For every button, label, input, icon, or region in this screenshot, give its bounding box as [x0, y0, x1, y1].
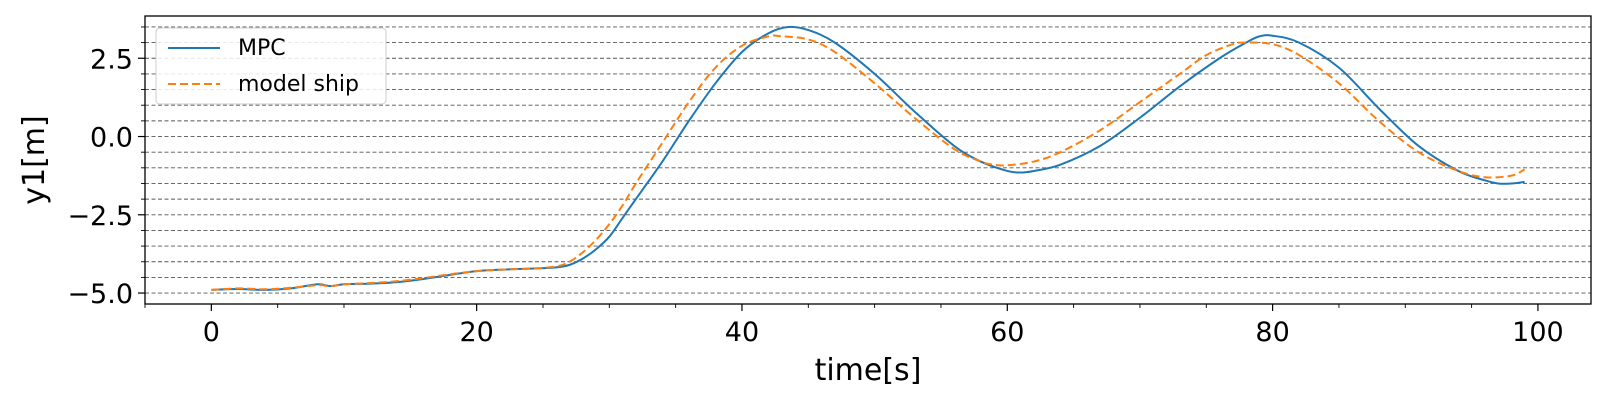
grid-lines [145, 26, 1591, 294]
x-tick-label: 0 [203, 317, 220, 348]
x-tick-label: 40 [725, 317, 759, 348]
plot-frame [144, 15, 1592, 305]
legend: MPC model ship [155, 27, 387, 105]
y-tick-label: 0.0 [90, 123, 133, 154]
y-tick-label: −5.0 [67, 279, 133, 310]
series-lines [211, 25, 1526, 291]
legend-label-mpc: MPC [238, 36, 286, 61]
y-tick-label: 2.5 [90, 44, 133, 75]
x-axis-title: time[s] [815, 353, 922, 388]
x-tick-label: 60 [990, 317, 1024, 348]
y-axis-title: y1[m] [17, 115, 52, 204]
x-tick-label: 100 [1512, 317, 1564, 348]
series-line-mpc [211, 25, 1525, 291]
series-line-model-ship [211, 34, 1526, 291]
x-tick-label: 20 [459, 317, 493, 348]
y-tick-label: −2.5 [67, 201, 133, 232]
axis-ticks: 0 20 40 60 80 100 −5.0 −2.5 0.0 2.5 [67, 26, 1564, 348]
x-tick-label: 80 [1255, 317, 1289, 348]
legend-label-model-ship: model ship [238, 72, 359, 97]
